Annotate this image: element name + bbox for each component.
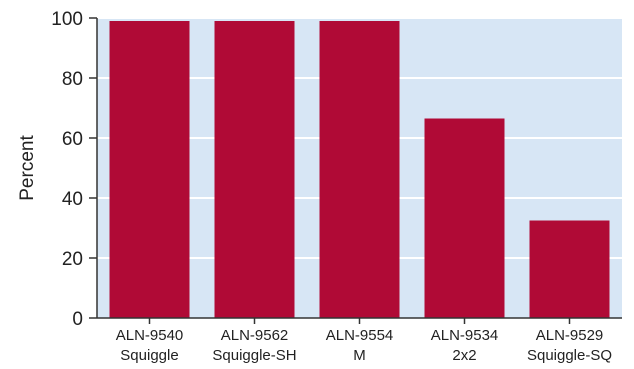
axes xyxy=(89,17,622,324)
y-tick-label: 80 xyxy=(62,69,83,90)
y-tick-label: 60 xyxy=(62,129,83,150)
y-tick-label: 100 xyxy=(51,9,83,30)
y-tick-label: 0 xyxy=(72,309,83,330)
y-tick-label: 40 xyxy=(62,189,83,210)
y-axis-title: Percent xyxy=(17,135,38,201)
x-tick-label: ALN-9562 Squiggle-SH xyxy=(212,327,296,364)
bar xyxy=(109,21,190,318)
bar xyxy=(214,21,295,318)
y-tick-labels: 0 20 40 60 80 100 xyxy=(51,9,83,330)
bar xyxy=(424,118,505,318)
x-tick-label: ALN-9540 Squiggle xyxy=(116,327,184,364)
bars xyxy=(109,21,610,318)
x-tick-label: ALN-9554 M xyxy=(326,327,394,364)
x-tick-labels: ALN-9540 Squiggle ALN-9562 Squiggle-SH ALN-9… xyxy=(116,327,612,364)
bar xyxy=(319,21,400,318)
x-tick-label: ALN-9534 2x2 xyxy=(431,327,499,364)
y-tick-label: 20 xyxy=(62,249,83,270)
bar xyxy=(529,220,610,318)
x-tick-label: ALN-9529 Squiggle-SQ xyxy=(527,327,612,364)
